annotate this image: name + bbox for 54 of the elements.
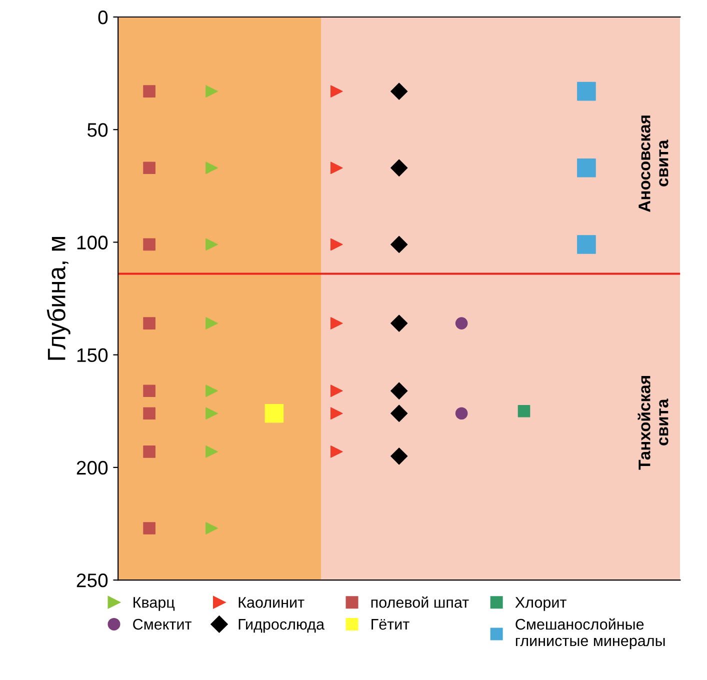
point [577, 82, 596, 101]
point [390, 159, 408, 176]
legend-label: Смектит [133, 618, 192, 630]
annotation: Аносовская свита [638, 116, 668, 212]
point [455, 407, 468, 420]
legend-label: Гётит [372, 619, 410, 630]
point [143, 317, 156, 330]
point [330, 384, 343, 398]
point [206, 317, 218, 330]
y-tick-label: 200 [76, 460, 108, 475]
point [206, 85, 218, 98]
point [143, 384, 156, 398]
point [206, 162, 218, 174]
y-tick-label: 250 [76, 574, 108, 588]
point [143, 446, 156, 458]
point [143, 162, 156, 174]
point [330, 446, 343, 458]
legend-label: полевой шпат [371, 596, 469, 608]
point [330, 85, 343, 98]
point [518, 404, 530, 418]
point [143, 238, 156, 251]
point [206, 446, 218, 458]
y-tick-label: 100 [77, 236, 108, 250]
point [390, 404, 408, 422]
legend-label: Кварц [134, 597, 175, 611]
point [330, 238, 343, 251]
legend-label: Каолинит [238, 597, 304, 608]
y-tick-label: 50 [88, 123, 108, 137]
annotation: Танхойская свита [638, 376, 668, 470]
y-tick-label: 150 [77, 348, 108, 362]
point [264, 404, 284, 423]
point [577, 158, 596, 178]
point [390, 314, 408, 332]
point [206, 522, 218, 534]
point [577, 235, 596, 254]
point [206, 384, 218, 398]
point [206, 238, 218, 251]
point [143, 522, 156, 534]
point [330, 162, 343, 174]
legend-label: Хлорит [515, 597, 566, 611]
legend-label: Гидрослюда [238, 619, 325, 633]
legend-label: Смешанослойные глинистые минералы [516, 618, 665, 650]
point [390, 382, 408, 400]
point [143, 85, 156, 98]
y-tick-label: 0 [98, 10, 108, 24]
point [455, 317, 468, 330]
point [390, 82, 408, 100]
point [143, 407, 156, 420]
point [330, 317, 343, 330]
point [390, 236, 408, 254]
point [330, 407, 343, 420]
y-axis-title: Глубина, м [46, 236, 70, 360]
point [390, 448, 408, 465]
point [206, 407, 218, 420]
